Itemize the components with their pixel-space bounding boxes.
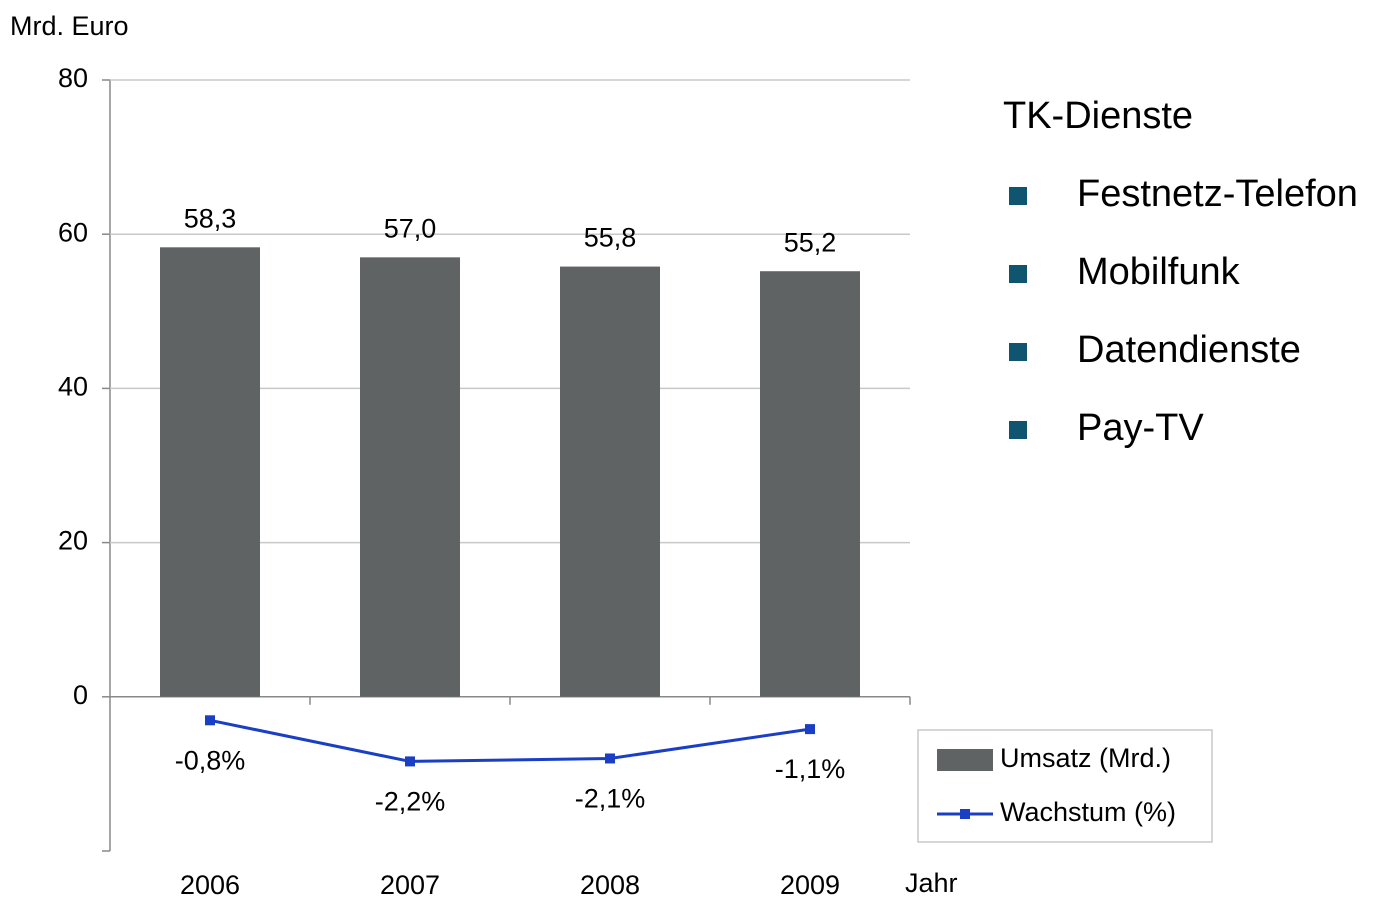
x-tick-label: 2007 xyxy=(380,870,440,900)
x-tick-label: 2008 xyxy=(580,870,640,900)
panel-title: TK-Dienste xyxy=(1003,95,1193,137)
bar-value-label: 55,2 xyxy=(784,227,837,257)
bullet xyxy=(1009,343,1027,361)
line-marker xyxy=(405,756,415,767)
legend-box xyxy=(917,729,1213,843)
bullet xyxy=(1009,187,1027,205)
bar-value-label: 57,0 xyxy=(384,213,437,243)
y-tick-label: 20 xyxy=(58,526,88,556)
x-tick-label: 2009 xyxy=(780,870,840,900)
bar xyxy=(160,247,260,697)
legend-label: Wachstum (%) xyxy=(1000,797,1176,827)
bullet xyxy=(1009,265,1027,283)
line-value-label: -2,1% xyxy=(575,784,646,814)
line-value-label: -0,8% xyxy=(175,745,246,775)
line-value-label: -1,1% xyxy=(775,754,846,784)
line-marker xyxy=(805,724,815,735)
line-marker xyxy=(205,715,215,726)
y-tick-label: 80 xyxy=(58,63,88,93)
legend-label: Umsatz (Mrd.) xyxy=(1000,743,1171,773)
bar-value-label: 55,8 xyxy=(584,223,637,253)
panel-item: Festnetz-Telefon xyxy=(1077,173,1358,215)
bullet xyxy=(1009,421,1027,439)
x-axis-label: Jahr xyxy=(905,868,958,898)
y-tick-label: 60 xyxy=(58,217,88,247)
panel-item: Pay-TV xyxy=(1077,407,1204,449)
legend-marker xyxy=(960,809,970,819)
y-axis-label: Mrd. Euro xyxy=(10,11,129,41)
x-tick-label: 2006 xyxy=(180,870,240,900)
line-series xyxy=(209,718,811,763)
legend-swatch xyxy=(937,749,993,771)
line-value-label: -2,2% xyxy=(375,787,446,817)
bar xyxy=(760,271,860,697)
bar-value-label: 58,3 xyxy=(184,203,237,233)
bar xyxy=(560,266,660,697)
panel-item: Datendienste xyxy=(1077,329,1301,371)
y-tick-label: 0 xyxy=(73,680,88,710)
y-tick-label: 40 xyxy=(58,372,88,402)
line-marker xyxy=(605,753,615,764)
panel-item: Mobilfunk xyxy=(1077,251,1241,293)
bar xyxy=(360,257,460,697)
